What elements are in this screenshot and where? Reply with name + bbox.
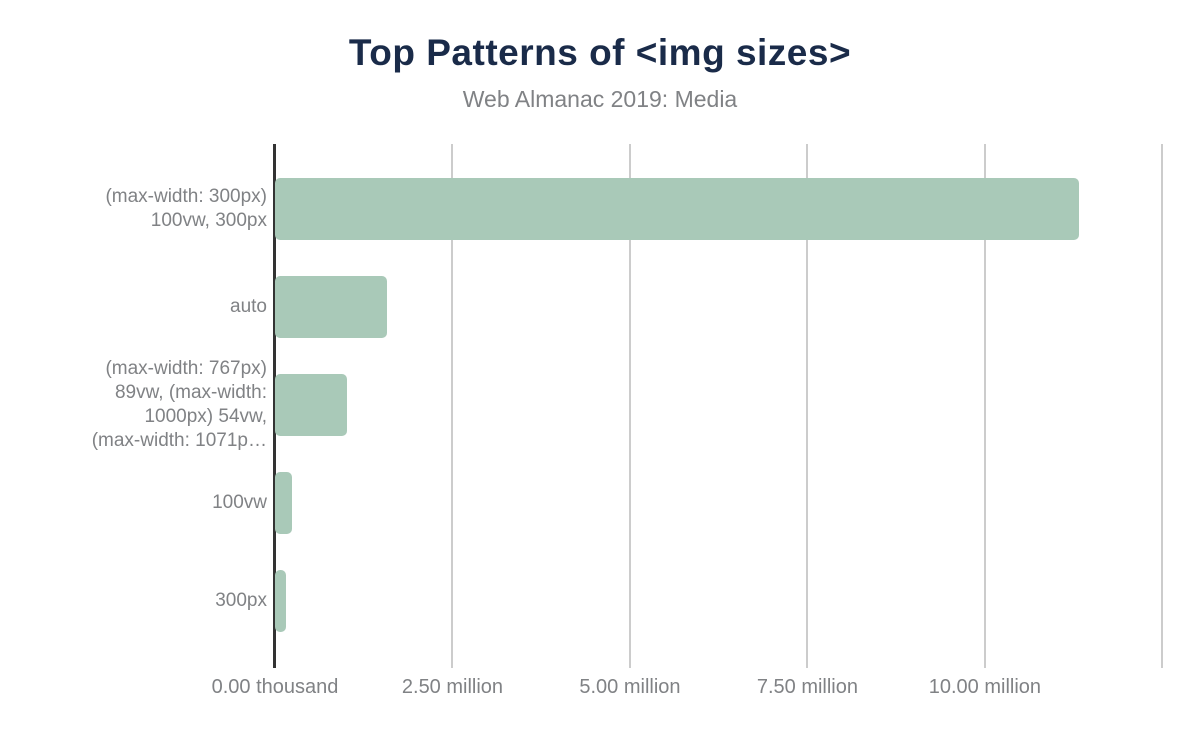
y-axis-label-line: auto	[230, 296, 267, 317]
y-axis-label-line: (max-width: 300px)	[105, 186, 267, 207]
y-axis-label-line: (max-width: 767px)	[105, 358, 267, 379]
y-axis-category-label: 300px	[27, 589, 267, 613]
gridline	[1161, 144, 1164, 668]
x-axis-labels: 0.00 thousand 2.50 million 5.00 million 7.5…	[212, 676, 1200, 706]
gridlines-layer	[275, 144, 1200, 668]
bar	[275, 472, 292, 534]
x-axis-tick-label: 0.00 thousand	[211, 676, 339, 698]
gridline	[628, 144, 631, 668]
chart-subtitle: Web Almanac 2019: Media	[462, 86, 738, 112]
chart-title: Top Patterns of <img sizes>	[348, 32, 852, 73]
gridline	[451, 144, 454, 668]
y-axis-label-line: 1000px) 54vw,	[144, 406, 267, 427]
gridline	[806, 144, 809, 668]
bar	[275, 178, 1079, 240]
x-axis-tick-label: 5.00 million	[579, 676, 681, 698]
y-axis-label-line: 300px	[215, 590, 267, 611]
y-axis-category-label: (max-width: 767px) 89vw, (max-width: 1000p…	[27, 357, 267, 453]
y-axis-category-label: (max-width: 300px) 100vw, 300px	[27, 185, 267, 233]
bar	[275, 276, 387, 338]
y-axis-label-line: (max-width: 1071p…	[91, 430, 267, 451]
x-axis-tick-label: 2.50 million	[401, 676, 504, 698]
y-axis-label-line: 89vw, (max-width:	[114, 382, 267, 403]
y-axis-label-line: 100vw, 300px	[150, 210, 267, 231]
y-axis-category-label: 100vw	[27, 491, 267, 515]
bars-layer: (max-width: 300px) 100vw, 300px auto (max-w…	[0, 144, 1200, 664]
y-axis-label-line: 100vw	[212, 492, 267, 513]
bar	[275, 374, 347, 436]
y-axis-line	[273, 144, 276, 668]
x-axis-tick-label: 10.00 million	[928, 676, 1042, 698]
gridline	[983, 144, 986, 668]
y-axis-category-label: auto	[27, 295, 267, 319]
bar	[275, 570, 286, 632]
x-axis-tick-label: 7.50 million	[756, 676, 859, 698]
